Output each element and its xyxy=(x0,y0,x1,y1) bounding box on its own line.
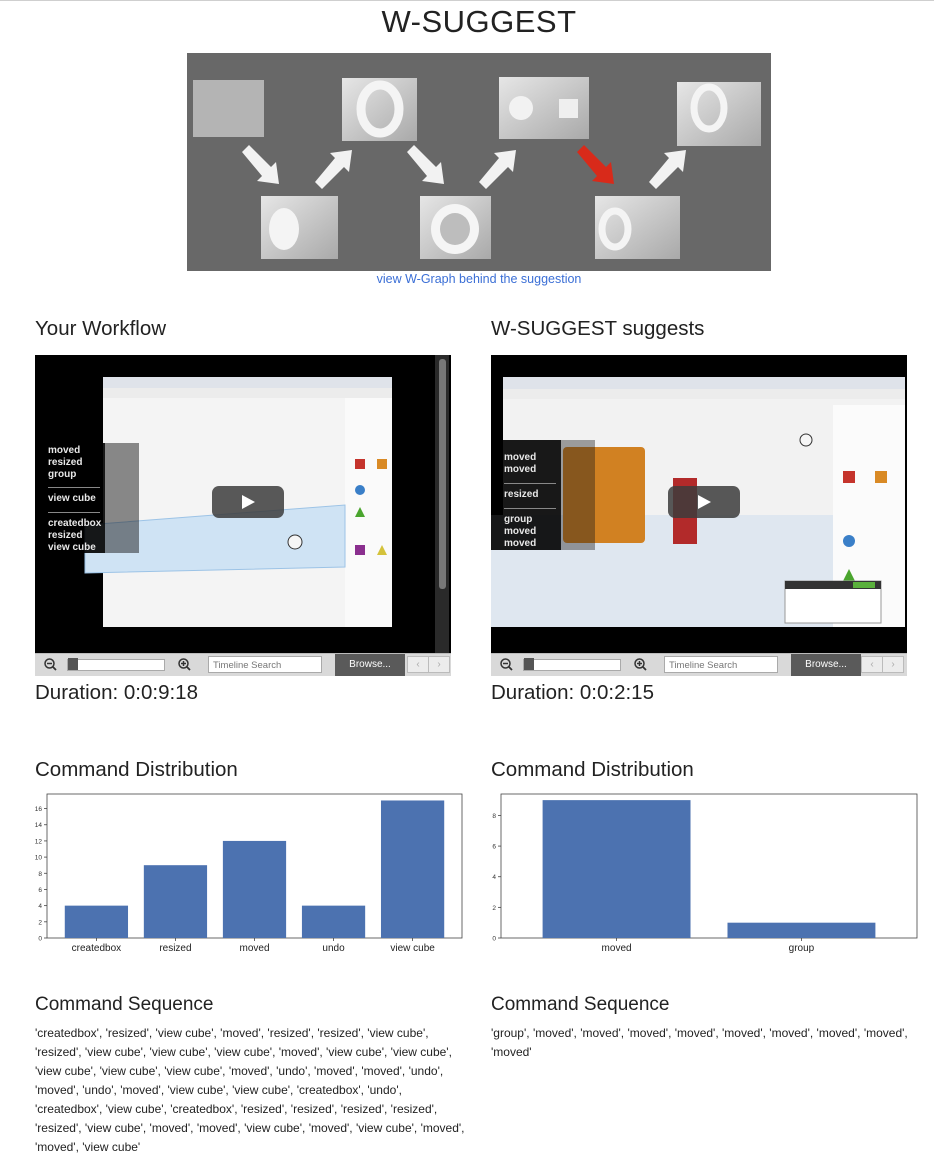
overlay-command-list: moved moved resized group moved moved xyxy=(504,452,556,550)
zoom-out-icon[interactable] xyxy=(500,658,513,671)
overlay-command-list: moved resized group view cube createdbox… xyxy=(48,445,102,553)
top-divider xyxy=(0,0,934,1)
browse-button[interactable]: Browse... xyxy=(335,654,405,676)
timeline-thumb[interactable] xyxy=(68,658,78,670)
y-tick-label: 10 xyxy=(35,855,42,862)
next-button[interactable]: › xyxy=(428,656,450,673)
your-workflow-video[interactable]: moved resized group view cube createdbox… xyxy=(35,355,451,675)
video-frame xyxy=(491,355,907,675)
left-command-distribution-heading: Command Distribution xyxy=(35,758,238,781)
suggestion-heading: W-SUGGEST suggests xyxy=(491,317,705,340)
y-tick-label: 0 xyxy=(38,936,42,943)
your-workflow-heading: Your Workflow xyxy=(35,317,167,340)
x-tick-label: group xyxy=(789,943,815,954)
y-tick-label: 0 xyxy=(492,936,496,943)
prev-button[interactable]: ‹ xyxy=(861,656,883,673)
next-button[interactable]: › xyxy=(882,656,904,673)
y-tick-label: 16 xyxy=(35,806,42,813)
y-tick-label: 4 xyxy=(38,903,42,910)
right-command-distribution-heading: Command Distribution xyxy=(491,758,694,781)
x-tick-label: moved xyxy=(602,943,632,954)
bar-resized xyxy=(143,865,208,938)
x-tick-label: resized xyxy=(159,943,191,954)
bar-group xyxy=(727,922,876,938)
bar-moved xyxy=(222,840,287,938)
bar-chart-svg: 0 2 4 6 8 10 12 14 16 createdbox resized moved undo v… xyxy=(35,793,463,954)
y-tick-label: 8 xyxy=(38,871,42,878)
y-tick-label: 4 xyxy=(492,874,496,881)
prev-button[interactable]: ‹ xyxy=(407,656,429,673)
zoom-out-icon[interactable] xyxy=(44,658,57,671)
browse-button[interactable]: Browse... xyxy=(791,654,861,676)
suggested-workflow-video[interactable]: moved moved resized group moved moved xyxy=(491,355,907,675)
workflow-banner-image xyxy=(187,53,771,271)
video-controls: Timeline Search Browse... ‹ › xyxy=(35,653,451,676)
x-tick-label: undo xyxy=(322,943,345,954)
x-tick-label: moved xyxy=(239,943,269,954)
left-command-distribution-chart: 0 2 4 6 8 10 12 14 16 createdbox resized moved undo v… xyxy=(35,792,465,962)
y-tick-label: 2 xyxy=(38,919,42,926)
y-tick-label: 12 xyxy=(35,838,42,845)
right-command-sequence-text: 'group', 'moved', 'moved', 'moved', 'mov… xyxy=(491,1026,908,1059)
timeline-thumb[interactable] xyxy=(524,658,534,670)
left-command-sequence-heading: Command Sequence xyxy=(35,994,214,1015)
x-tick-label: view cube xyxy=(390,943,435,954)
play-button[interactable] xyxy=(668,486,740,518)
bar-moved xyxy=(542,800,691,938)
play-button[interactable] xyxy=(212,486,284,518)
y-tick-label: 6 xyxy=(38,887,42,894)
zoom-in-icon[interactable] xyxy=(634,658,647,671)
timeline-slider[interactable] xyxy=(67,659,165,671)
zoom-in-icon[interactable] xyxy=(178,658,191,671)
right-command-distribution-chart: 0 2 4 6 8 moved group xyxy=(491,792,921,962)
workflow-duration: Duration: 0:0:9:18 xyxy=(35,681,198,704)
bar-view-cube xyxy=(380,800,445,938)
bar-undo xyxy=(301,905,366,938)
left-command-sequence-text: 'createdbox', 'resized', 'view cube', 'm… xyxy=(35,1026,465,1154)
bar-createdbox xyxy=(64,905,129,938)
timeline-search-input[interactable]: Timeline Search xyxy=(664,656,778,673)
y-tick-label: 6 xyxy=(492,844,496,851)
y-tick-label: 14 xyxy=(35,822,42,829)
video-controls: Timeline Search Browse... ‹ › xyxy=(491,653,907,676)
view-w-graph-link[interactable]: view W-Graph behind the suggestion xyxy=(376,272,582,286)
timeline-search-input[interactable]: Timeline Search xyxy=(208,656,322,673)
video-frame xyxy=(35,355,451,675)
timeline-slider[interactable] xyxy=(523,659,621,671)
page-title: W-SUGGEST xyxy=(381,4,577,39)
y-tick-label: 8 xyxy=(492,813,496,820)
bar-chart-svg: 0 2 4 6 8 moved group xyxy=(492,793,918,954)
y-tick-label: 2 xyxy=(492,905,496,912)
suggestion-duration: Duration: 0:0:2:15 xyxy=(491,681,654,704)
x-tick-label: createdbox xyxy=(72,943,121,954)
right-command-sequence-heading: Command Sequence xyxy=(491,994,670,1015)
